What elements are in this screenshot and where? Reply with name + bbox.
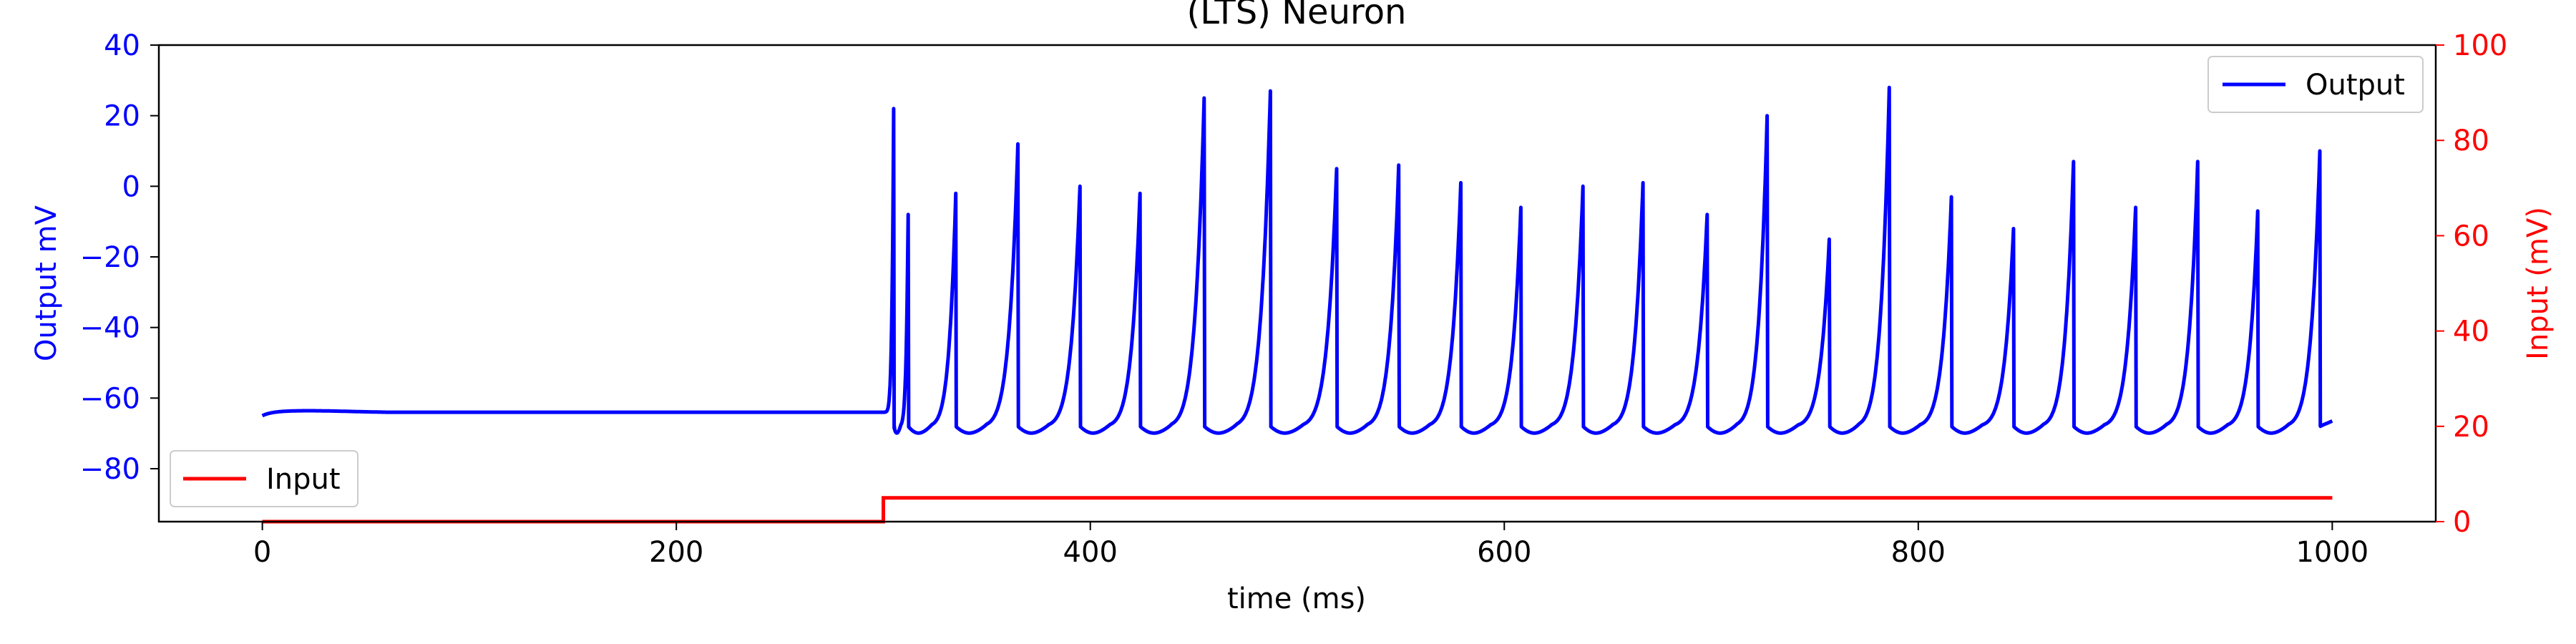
input-legend-box xyxy=(170,450,358,507)
left-y-tick-label: 20 xyxy=(104,100,140,133)
left-y-tick-label: −20 xyxy=(80,241,140,274)
right-y-tick-label: 20 xyxy=(2453,411,2489,444)
left-y-axis-label: Output mV xyxy=(30,205,63,361)
left-y-tick-label: −60 xyxy=(80,382,140,415)
right-y-tick-label: 80 xyxy=(2453,125,2489,157)
right-y-tick-label: 100 xyxy=(2453,29,2507,62)
right-y-axis: 0 20 40 60 80 100 xyxy=(2436,29,2507,539)
right-y-tick-label: 0 xyxy=(2453,506,2471,539)
output-legend-box xyxy=(2207,56,2424,113)
input-legend: Input xyxy=(170,450,358,507)
input-legend-label: Input xyxy=(266,463,341,496)
x-tick-label: 200 xyxy=(649,536,703,569)
left-y-tick-label: 40 xyxy=(104,29,140,62)
output-series xyxy=(260,85,2334,435)
x-axis: 0 200 400 600 800 1000 xyxy=(253,522,2368,569)
output-legend-label: Output xyxy=(2306,69,2405,102)
x-tick-label: 0 xyxy=(253,536,271,569)
x-tick-label: 800 xyxy=(1891,536,1946,569)
output-legend: Output xyxy=(2207,56,2424,113)
left-y-tick-label: 0 xyxy=(122,170,140,203)
x-tick-label: 400 xyxy=(1063,536,1118,569)
axes-frame xyxy=(157,44,2437,523)
x-tick-label: 600 xyxy=(1477,536,1531,569)
left-y-tick-label: −40 xyxy=(80,312,140,345)
right-y-tick-label: 60 xyxy=(2453,220,2489,253)
output-line xyxy=(260,85,2334,435)
chart-title: (LTS) Neuron xyxy=(1187,0,1407,32)
x-tick-label: 1000 xyxy=(2296,536,2368,569)
left-y-axis: −80 −60 −40 −20 0 20 40 xyxy=(80,29,159,486)
right-y-axis-label: Input (mV) xyxy=(2522,207,2555,360)
right-y-tick-label: 40 xyxy=(2453,316,2489,348)
x-axis-label: time (ms) xyxy=(1227,582,1366,615)
left-y-tick-label: −80 xyxy=(80,453,140,486)
